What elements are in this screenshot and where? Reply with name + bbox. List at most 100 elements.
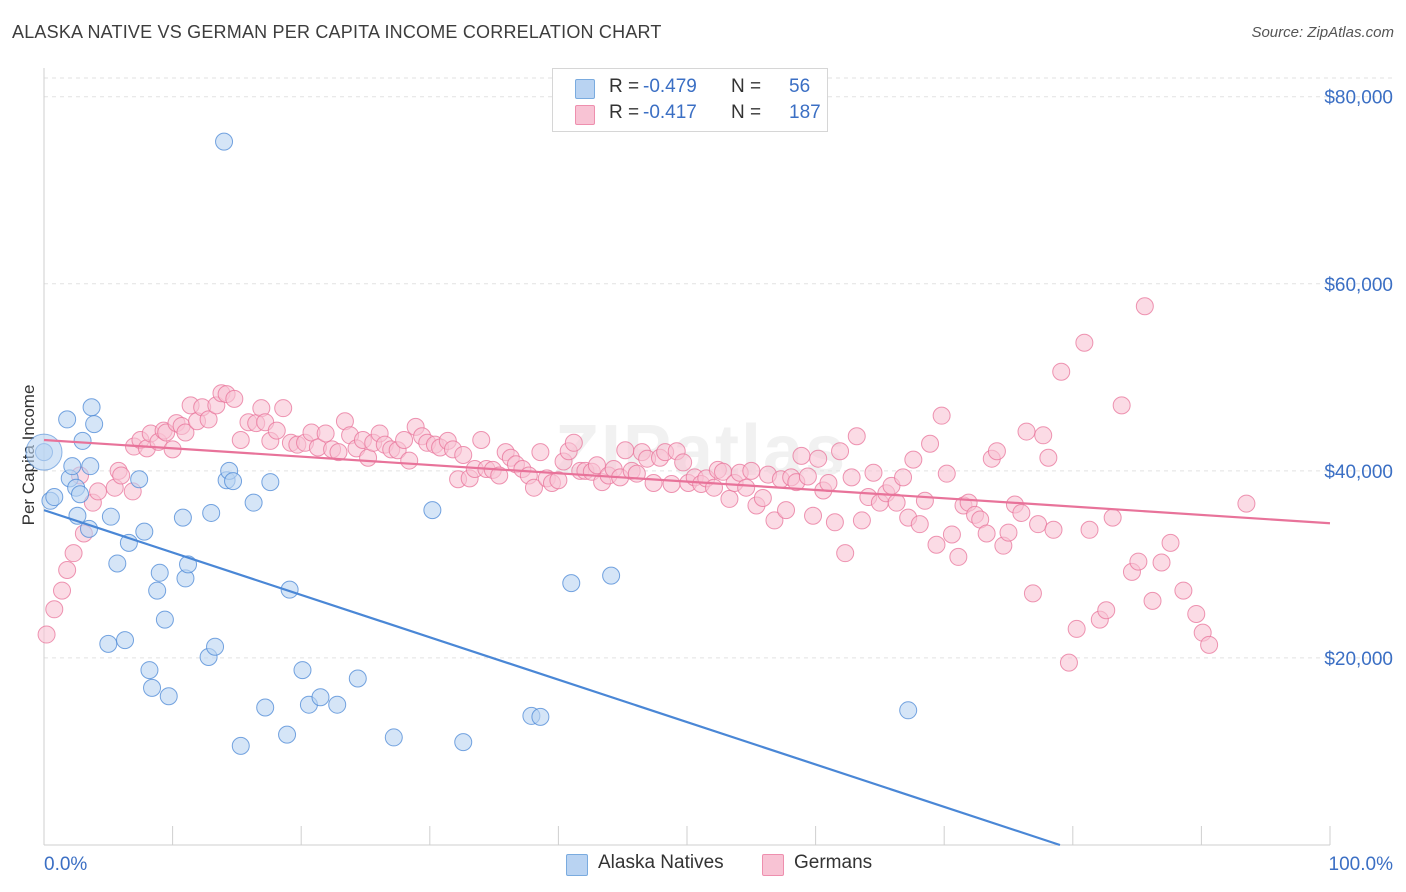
data-point-germans [58,561,77,580]
data-point-germans [524,478,543,497]
data-point-germans [37,625,56,644]
data-point-alaska-natives [116,631,135,650]
data-point-germans [804,506,823,525]
data-point-germans [915,491,934,510]
data-point-germans [949,547,968,566]
data-point-germans [1052,362,1071,381]
data-point-germans [267,421,286,440]
data-point-alaska-natives [63,457,82,476]
data-point-germans [359,448,378,467]
data-point-germans [587,456,606,475]
data-point-germans [400,451,419,470]
data-point-alaska-natives [159,687,178,706]
data-point-germans [231,430,250,449]
data-point-alaska-natives [108,554,127,573]
data-point-alaska-natives [256,698,275,717]
data-point-germans [705,478,724,497]
data-point-alaska-natives [423,501,442,520]
data-point-alaska-natives [562,574,581,593]
data-point-germans [1075,333,1094,352]
data-point-alaska-natives [140,661,159,680]
correlation-legend: R = -0.479 N = 56 R = -0.417 N = 187 [552,68,828,132]
data-point-germans [737,478,756,497]
data-point-alaska-natives [73,431,92,450]
data-point-germans [644,474,663,493]
data-point-germans [1187,604,1206,623]
data-point-alaska-natives [348,669,367,688]
data-point-germans [199,410,218,429]
data-point-germans [977,524,996,543]
series-swatch-germans [762,854,784,876]
series-swatch-alaska-natives [566,854,588,876]
data-point-germans [1103,508,1122,527]
data-point-germans [777,501,796,520]
y-tick-label: $40,000 [1324,462,1393,483]
data-point-germans [395,430,414,449]
data-point-germans [1174,581,1193,600]
data-point-germans [937,464,956,483]
data-point-germans [1067,619,1086,638]
data-point-germans [472,430,491,449]
data-point-alaska-natives [224,472,243,491]
data-point-germans [852,511,871,530]
series-legend-label: Germans [794,852,873,873]
data-point-alaska-natives [454,733,473,752]
trend-line-alaska-natives [43,509,1061,847]
series-legend: Alaska Natives Germans [0,852,1406,878]
data-point-germans [1129,552,1148,571]
data-point-germans [454,445,473,464]
data-point-alaska-natives [261,473,280,492]
data-point-germans [1039,448,1058,467]
data-point-germans [1017,422,1036,441]
legend-r-label: R = [609,102,640,123]
legend-n-value-alaska-natives: 56 [789,76,811,97]
data-point-alaska-natives [899,701,918,720]
data-point-alaska-natives [602,566,621,585]
data-point-germans [45,600,64,619]
data-point-alaska-natives [101,507,120,526]
data-point-alaska-natives [82,398,101,417]
data-point-germans [616,441,635,460]
data-point-germans [927,535,946,554]
data-point-alaska-natives [215,132,234,151]
data-point-germans [1143,591,1162,610]
data-point-alaska-natives [311,688,330,707]
data-point-alaska-natives [202,503,221,522]
data-point-alaska-natives [173,508,192,527]
data-point-alaska-natives [58,410,77,429]
series-legend-label: Alaska Natives [598,852,724,873]
data-point-germans [225,389,244,408]
data-point-alaska-natives [206,637,225,656]
data-point-germans [942,525,961,544]
data-point-germans [1012,503,1031,522]
x-tick-label: 100.0% [1329,854,1394,875]
data-point-germans [490,466,509,485]
chart-title: ALASKA NATIVE VS GERMAN PER CAPITA INCOM… [12,22,662,42]
data-point-germans [1034,426,1053,445]
data-point-germans [894,468,913,487]
data-point-alaska-natives [45,488,64,507]
data-point-alaska-natives [135,522,154,541]
data-point-germans [1200,635,1219,654]
data-point-germans [64,544,83,563]
data-point-germans [564,433,583,452]
data-point-alaska-natives [384,728,403,747]
data-point-germans [765,511,784,530]
data-point-germans [887,493,906,512]
data-point-germans [720,489,739,508]
data-point-germans [847,427,866,446]
data-point-germans [1080,520,1099,539]
y-tick-label: $20,000 [1324,649,1393,670]
data-point-germans [809,449,828,468]
data-point-germans [825,513,844,532]
data-point-alaska-natives [531,707,550,726]
data-point-germans [742,461,761,480]
data-point-germans [792,446,811,465]
data-point-germans [531,443,550,462]
trend-line-germans [43,438,1331,525]
data-point-germans [819,474,838,493]
legend-r-value-germans: -0.417 [643,102,697,123]
data-point-germans [549,471,568,490]
data-point-germans [1059,653,1078,672]
data-point-alaska-natives [150,563,169,582]
